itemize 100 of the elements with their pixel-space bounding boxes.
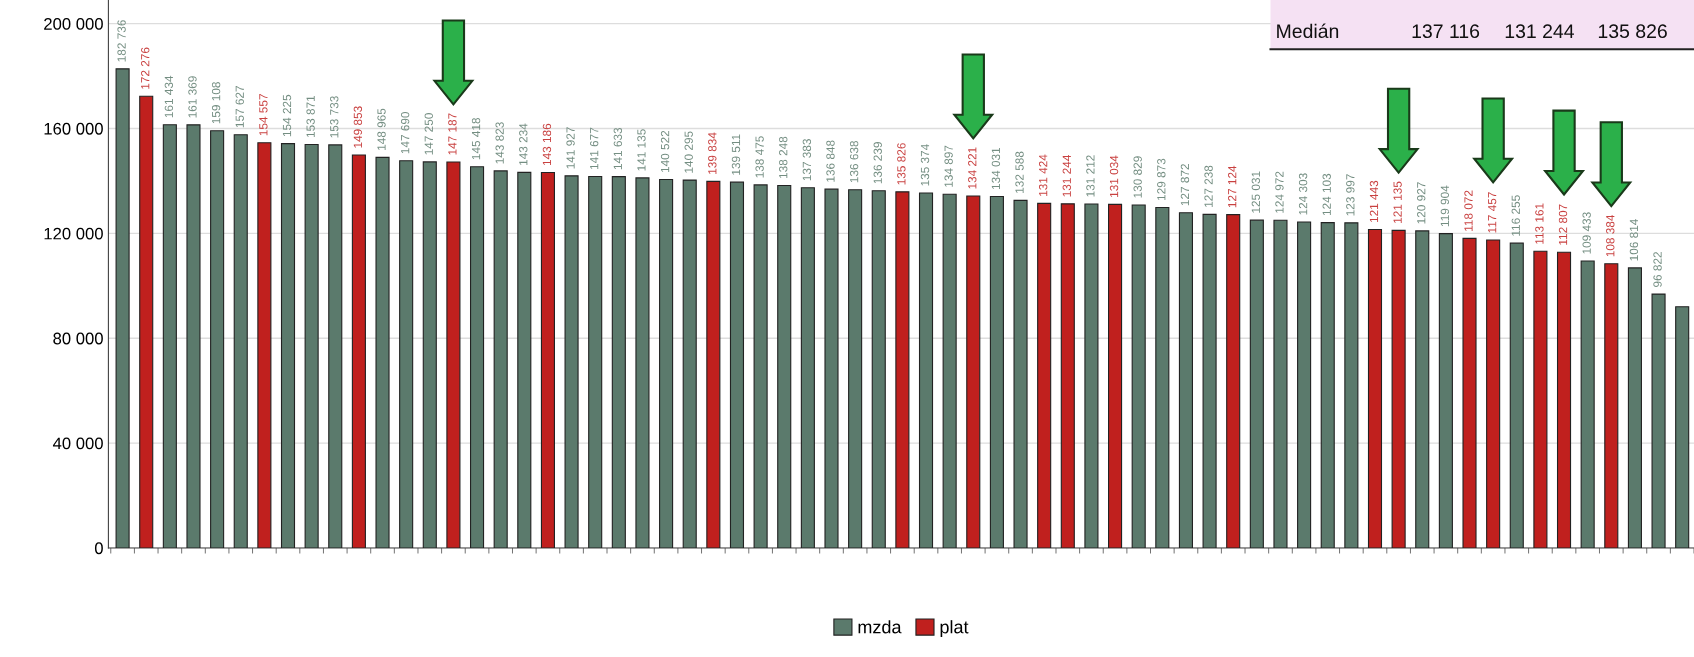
- bar: [210, 130, 225, 548]
- bar: [540, 171, 555, 548]
- bar: [115, 68, 130, 548]
- data-label: 149 853: [353, 106, 363, 148]
- y-tick-label: 80 000: [53, 332, 103, 345]
- bar: [659, 178, 674, 548]
- data-label: 106 814: [1629, 219, 1639, 261]
- data-label: 134 031: [991, 147, 1001, 190]
- data-label: 153 871: [306, 95, 315, 138]
- bar: [588, 175, 603, 548]
- bar: [800, 187, 815, 548]
- data-label: 113 161: [1535, 203, 1544, 244]
- data-label: 129 873: [1157, 158, 1166, 200]
- bar: [1084, 203, 1099, 548]
- data-label: 121 135: [1393, 181, 1402, 223]
- bar: [1320, 222, 1335, 548]
- bar: [1013, 199, 1028, 548]
- bar: [1178, 212, 1194, 548]
- bar: [280, 143, 296, 548]
- bar: [1533, 250, 1548, 548]
- annotation: 137 116: [1412, 24, 1480, 39]
- data-label: 134 897: [944, 145, 953, 187]
- data-label: 148 965: [377, 108, 386, 150]
- bar: [918, 192, 934, 548]
- bar: [139, 95, 154, 548]
- data-label: 147 250: [424, 113, 433, 155]
- bar: [1060, 203, 1075, 548]
- legend-label: plat: [940, 620, 969, 637]
- data-label: 141 677: [590, 127, 599, 170]
- bar: [1297, 221, 1312, 548]
- data-label: 141 135: [637, 129, 646, 171]
- bar: [162, 124, 177, 548]
- data-label: 131 034: [1109, 155, 1119, 197]
- data-label: 147 187: [448, 113, 457, 155]
- bar: [1131, 204, 1146, 548]
- data-label: 138 475: [755, 136, 764, 178]
- y-tick-label: 120 000: [44, 227, 103, 240]
- bar: [422, 161, 437, 548]
- data-label: 120 927: [1417, 182, 1426, 224]
- data-label: 136 638: [849, 141, 859, 183]
- bar: [446, 161, 461, 548]
- data-label: 130 829: [1133, 156, 1142, 198]
- y-tick-label: 160 000: [44, 122, 103, 135]
- bar: [351, 154, 366, 548]
- data-label: 140 295: [684, 131, 693, 173]
- bar: [1580, 260, 1595, 548]
- y-tick-label: 40 000: [52, 437, 103, 450]
- data-label: 139 511: [731, 134, 741, 175]
- bar: [1651, 293, 1666, 548]
- bar: [1037, 202, 1052, 548]
- bar: [517, 171, 532, 548]
- data-label: 153 733: [330, 96, 339, 138]
- bar: [635, 177, 650, 548]
- bar: [399, 160, 414, 548]
- bar: [257, 142, 272, 548]
- bar: [611, 176, 626, 548]
- data-label: 134 221: [968, 147, 977, 189]
- legend-label: mzda: [858, 620, 902, 634]
- data-label: 131 424: [1038, 154, 1048, 196]
- bar: [1627, 267, 1642, 548]
- data-label: 112 807: [1558, 204, 1568, 245]
- data-label: 96 822: [1653, 252, 1662, 287]
- data-label: 127 124: [1228, 165, 1237, 208]
- data-label: 127 872: [1180, 164, 1190, 206]
- bar: [895, 191, 910, 548]
- bar: [1273, 219, 1288, 548]
- bar: [682, 179, 697, 548]
- bar: [871, 190, 886, 548]
- bar: [1438, 233, 1453, 548]
- bar: [1155, 206, 1170, 548]
- data-label: 154 225: [282, 94, 292, 137]
- data-label: 136 848: [826, 140, 835, 182]
- data-label: 137 383: [802, 139, 812, 181]
- data-label: 125 031: [1251, 171, 1261, 213]
- bar: [1108, 203, 1123, 548]
- data-label: 109 433: [1582, 212, 1591, 254]
- bar: [777, 184, 792, 548]
- bar: [989, 195, 1004, 548]
- data-label: 119 904: [1440, 185, 1450, 227]
- data-label: 172 276: [141, 47, 150, 89]
- y-tick-label: 200 000: [44, 18, 103, 30]
- data-label: 154 557: [259, 94, 268, 136]
- data-label: 143 186: [542, 123, 552, 166]
- bar: [729, 181, 745, 548]
- bar: [328, 144, 343, 548]
- bar: [469, 166, 485, 548]
- bar: [186, 124, 201, 548]
- bar: [1249, 219, 1264, 548]
- bar: [304, 143, 319, 548]
- annotation: Medián: [1277, 23, 1339, 39]
- bar: [848, 189, 863, 548]
- bar: [233, 134, 248, 548]
- bar: [1556, 251, 1572, 548]
- data-label: 143 823: [495, 122, 504, 164]
- bar: [375, 156, 390, 548]
- data-label: 131 244: [1062, 154, 1071, 197]
- data-label: 145 418: [471, 117, 481, 160]
- data-label: 118 072: [1464, 190, 1473, 231]
- bar: [966, 195, 981, 548]
- data-label: 147 690: [400, 111, 410, 154]
